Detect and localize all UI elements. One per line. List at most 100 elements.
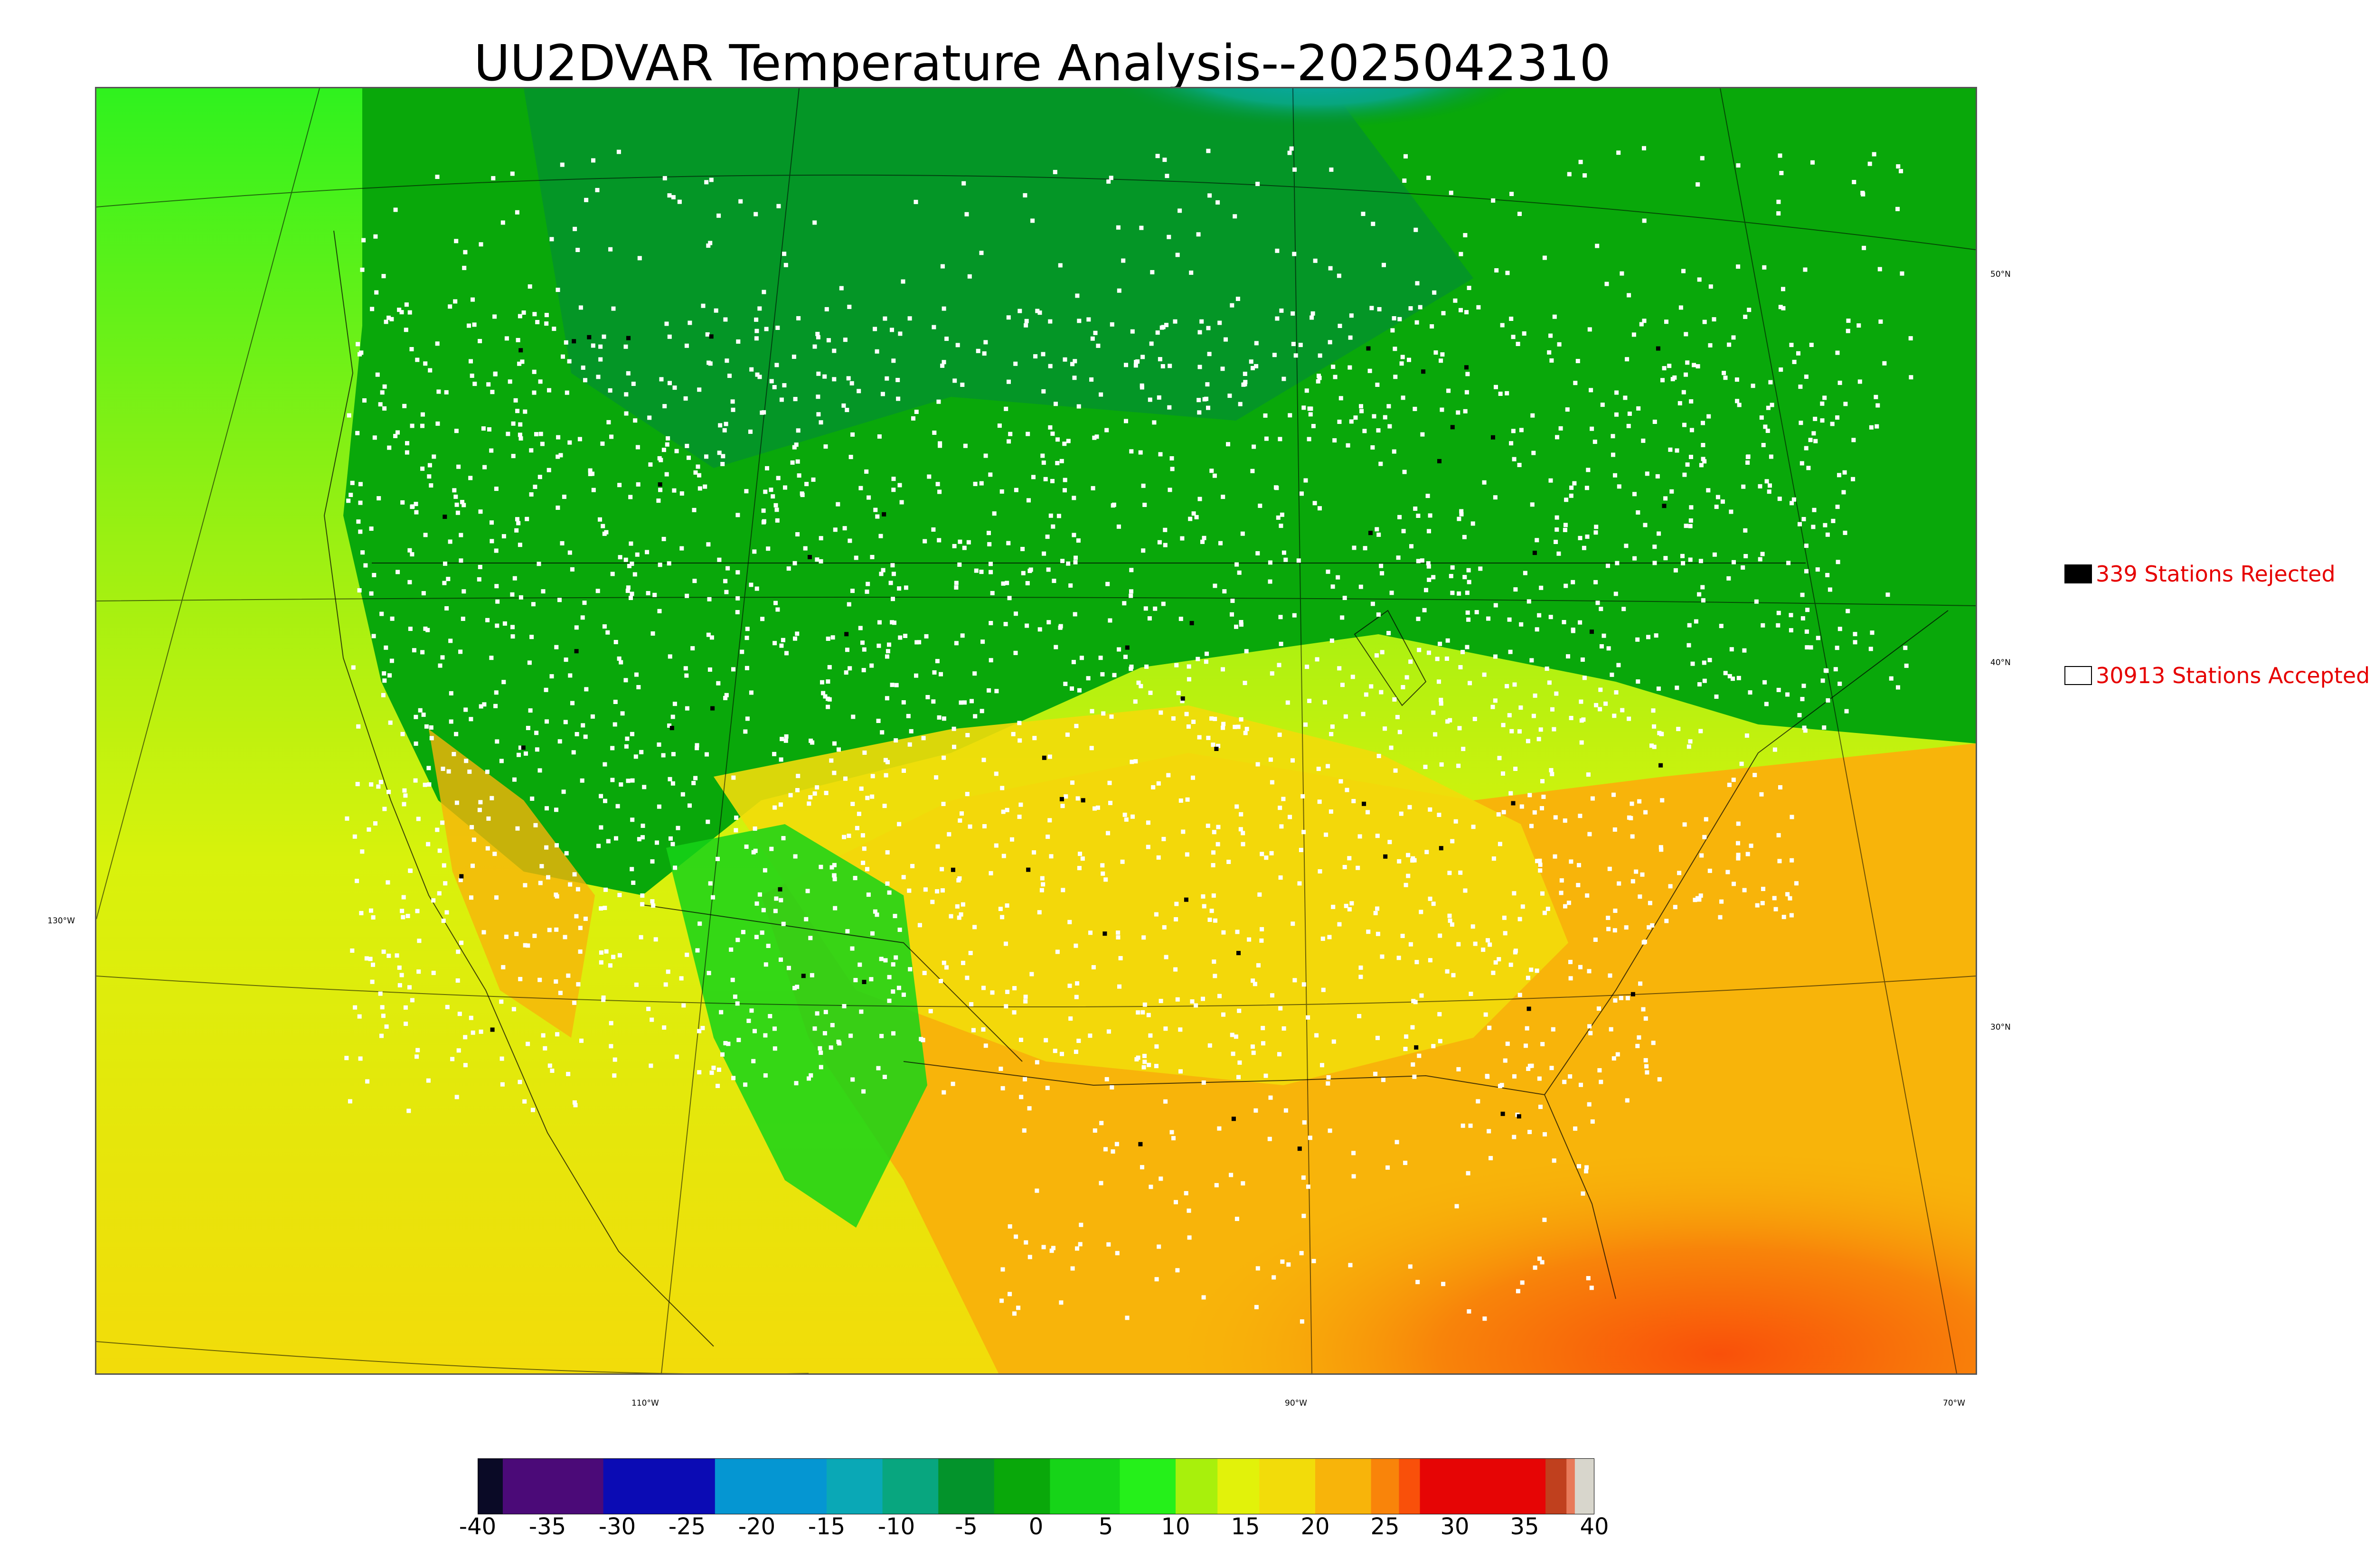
station-accepted-marker: [1505, 271, 1510, 275]
station-accepted-marker: [533, 485, 537, 489]
station-accepted-marker: [1406, 853, 1411, 857]
station-accepted-marker: [1239, 622, 1244, 627]
station-accepted-marker: [1519, 428, 1524, 432]
station-accepted-marker: [1651, 708, 1656, 713]
station-accepted-marker: [1505, 684, 1509, 688]
station-accepted-marker: [725, 358, 729, 363]
station-accepted-marker: [940, 264, 945, 269]
station-accepted-marker: [1088, 930, 1093, 935]
station-accepted-marker: [437, 848, 442, 853]
station-accepted-marker: [1124, 363, 1128, 367]
station-accepted-marker: [1530, 413, 1535, 418]
station-accepted-marker: [1527, 1130, 1532, 1134]
station-accepted-marker: [1531, 714, 1536, 718]
colorbar-tick-label: 20: [1300, 1513, 1330, 1540]
station-accepted-marker: [1554, 540, 1558, 544]
station-accepted-marker: [409, 347, 414, 351]
station-accepted-marker: [545, 719, 549, 724]
station-accepted-marker: [556, 454, 560, 459]
station-accepted-marker: [472, 322, 477, 327]
station-accepted-marker: [1659, 847, 1664, 852]
station-accepted-marker: [1120, 859, 1125, 864]
station-accepted-marker: [1764, 479, 1769, 484]
station-accepted-marker: [501, 680, 506, 685]
station-accepted-marker: [1652, 420, 1657, 424]
station-rejected-marker: [574, 649, 579, 654]
station-accepted-marker: [1099, 392, 1103, 397]
station-accepted-marker: [421, 713, 426, 717]
station-accepted-marker: [1513, 950, 1517, 955]
station-accepted-marker: [1614, 690, 1619, 695]
station-accepted-marker: [351, 665, 356, 670]
station-accepted-marker: [1611, 792, 1616, 797]
station-accepted-marker: [1221, 725, 1225, 730]
station-accepted-marker: [1409, 544, 1413, 549]
station-accepted-marker: [1875, 403, 1880, 408]
station-accepted-marker: [896, 396, 901, 401]
station-accepted-marker: [773, 503, 778, 507]
station-rejected-marker: [587, 335, 592, 339]
station-accepted-marker: [1296, 558, 1301, 563]
station-accepted-marker: [1234, 804, 1239, 809]
station-accepted-marker: [1697, 592, 1702, 597]
station-accepted-marker: [1718, 915, 1723, 920]
station-accepted-marker: [387, 445, 392, 450]
station-accepted-marker: [544, 845, 549, 850]
station-accepted-marker: [1300, 491, 1304, 496]
station-accepted-marker: [876, 643, 881, 648]
station-accepted-marker: [707, 360, 711, 365]
station-accepted-marker: [708, 241, 713, 245]
station-accepted-marker: [1426, 176, 1431, 180]
station-accepted-marker: [954, 641, 959, 646]
station-accepted-marker: [603, 906, 607, 910]
station-accepted-marker: [534, 731, 539, 735]
station-accepted-marker: [590, 471, 594, 476]
station-accepted-marker: [808, 795, 813, 799]
station-accepted-marker: [410, 998, 415, 1003]
station-accepted-marker: [380, 390, 385, 395]
station-accepted-marker: [1348, 335, 1353, 340]
station-accepted-marker: [883, 758, 888, 762]
station-accepted-marker: [1037, 910, 1042, 915]
station-accepted-marker: [1640, 872, 1645, 877]
station-accepted-marker: [1392, 697, 1397, 702]
colorbar-band: [1420, 1458, 1546, 1514]
station-accepted-marker: [754, 212, 758, 216]
station-accepted-marker: [1386, 404, 1391, 409]
station-accepted-marker: [1201, 1295, 1206, 1300]
station-accepted-marker: [1604, 282, 1609, 286]
station-accepted-marker: [1136, 680, 1141, 685]
station-accepted-marker: [1803, 728, 1808, 733]
station-accepted-marker: [1330, 584, 1335, 589]
station-accepted-marker: [1637, 1035, 1641, 1040]
station-accepted-marker: [481, 426, 486, 431]
station-rejected-marker: [710, 706, 715, 711]
station-accepted-marker: [563, 935, 567, 939]
station-accepted-marker: [1592, 440, 1597, 444]
station-accepted-marker: [1064, 794, 1068, 799]
station-accepted-marker: [1778, 153, 1782, 158]
station-accepted-marker: [1520, 1280, 1525, 1285]
station-accepted-marker: [1431, 575, 1436, 580]
station-accepted-marker: [1221, 1012, 1225, 1017]
station-rejected-marker: [1414, 1045, 1419, 1050]
station-accepted-marker: [564, 340, 568, 345]
station-accepted-marker: [538, 881, 543, 885]
station-accepted-marker: [1130, 329, 1135, 334]
station-accepted-marker: [1318, 869, 1322, 873]
station-accepted-marker: [674, 1054, 679, 1059]
station-accepted-marker: [1580, 657, 1585, 662]
station-accepted-marker: [1555, 435, 1559, 440]
station-accepted-marker: [987, 688, 991, 693]
station-accepted-marker: [1251, 978, 1255, 983]
station-accepted-marker: [1051, 1246, 1055, 1250]
station-accepted-marker: [818, 1046, 822, 1051]
station-accepted-marker: [619, 660, 623, 665]
station-accepted-marker: [1476, 1099, 1480, 1104]
station-accepted-marker: [455, 978, 460, 983]
station-accepted-marker: [1239, 717, 1244, 722]
station-accepted-marker: [1562, 1080, 1567, 1084]
station-accepted-marker: [709, 635, 714, 640]
station-accepted-marker: [1538, 868, 1543, 873]
station-accepted-marker: [1415, 1280, 1420, 1285]
